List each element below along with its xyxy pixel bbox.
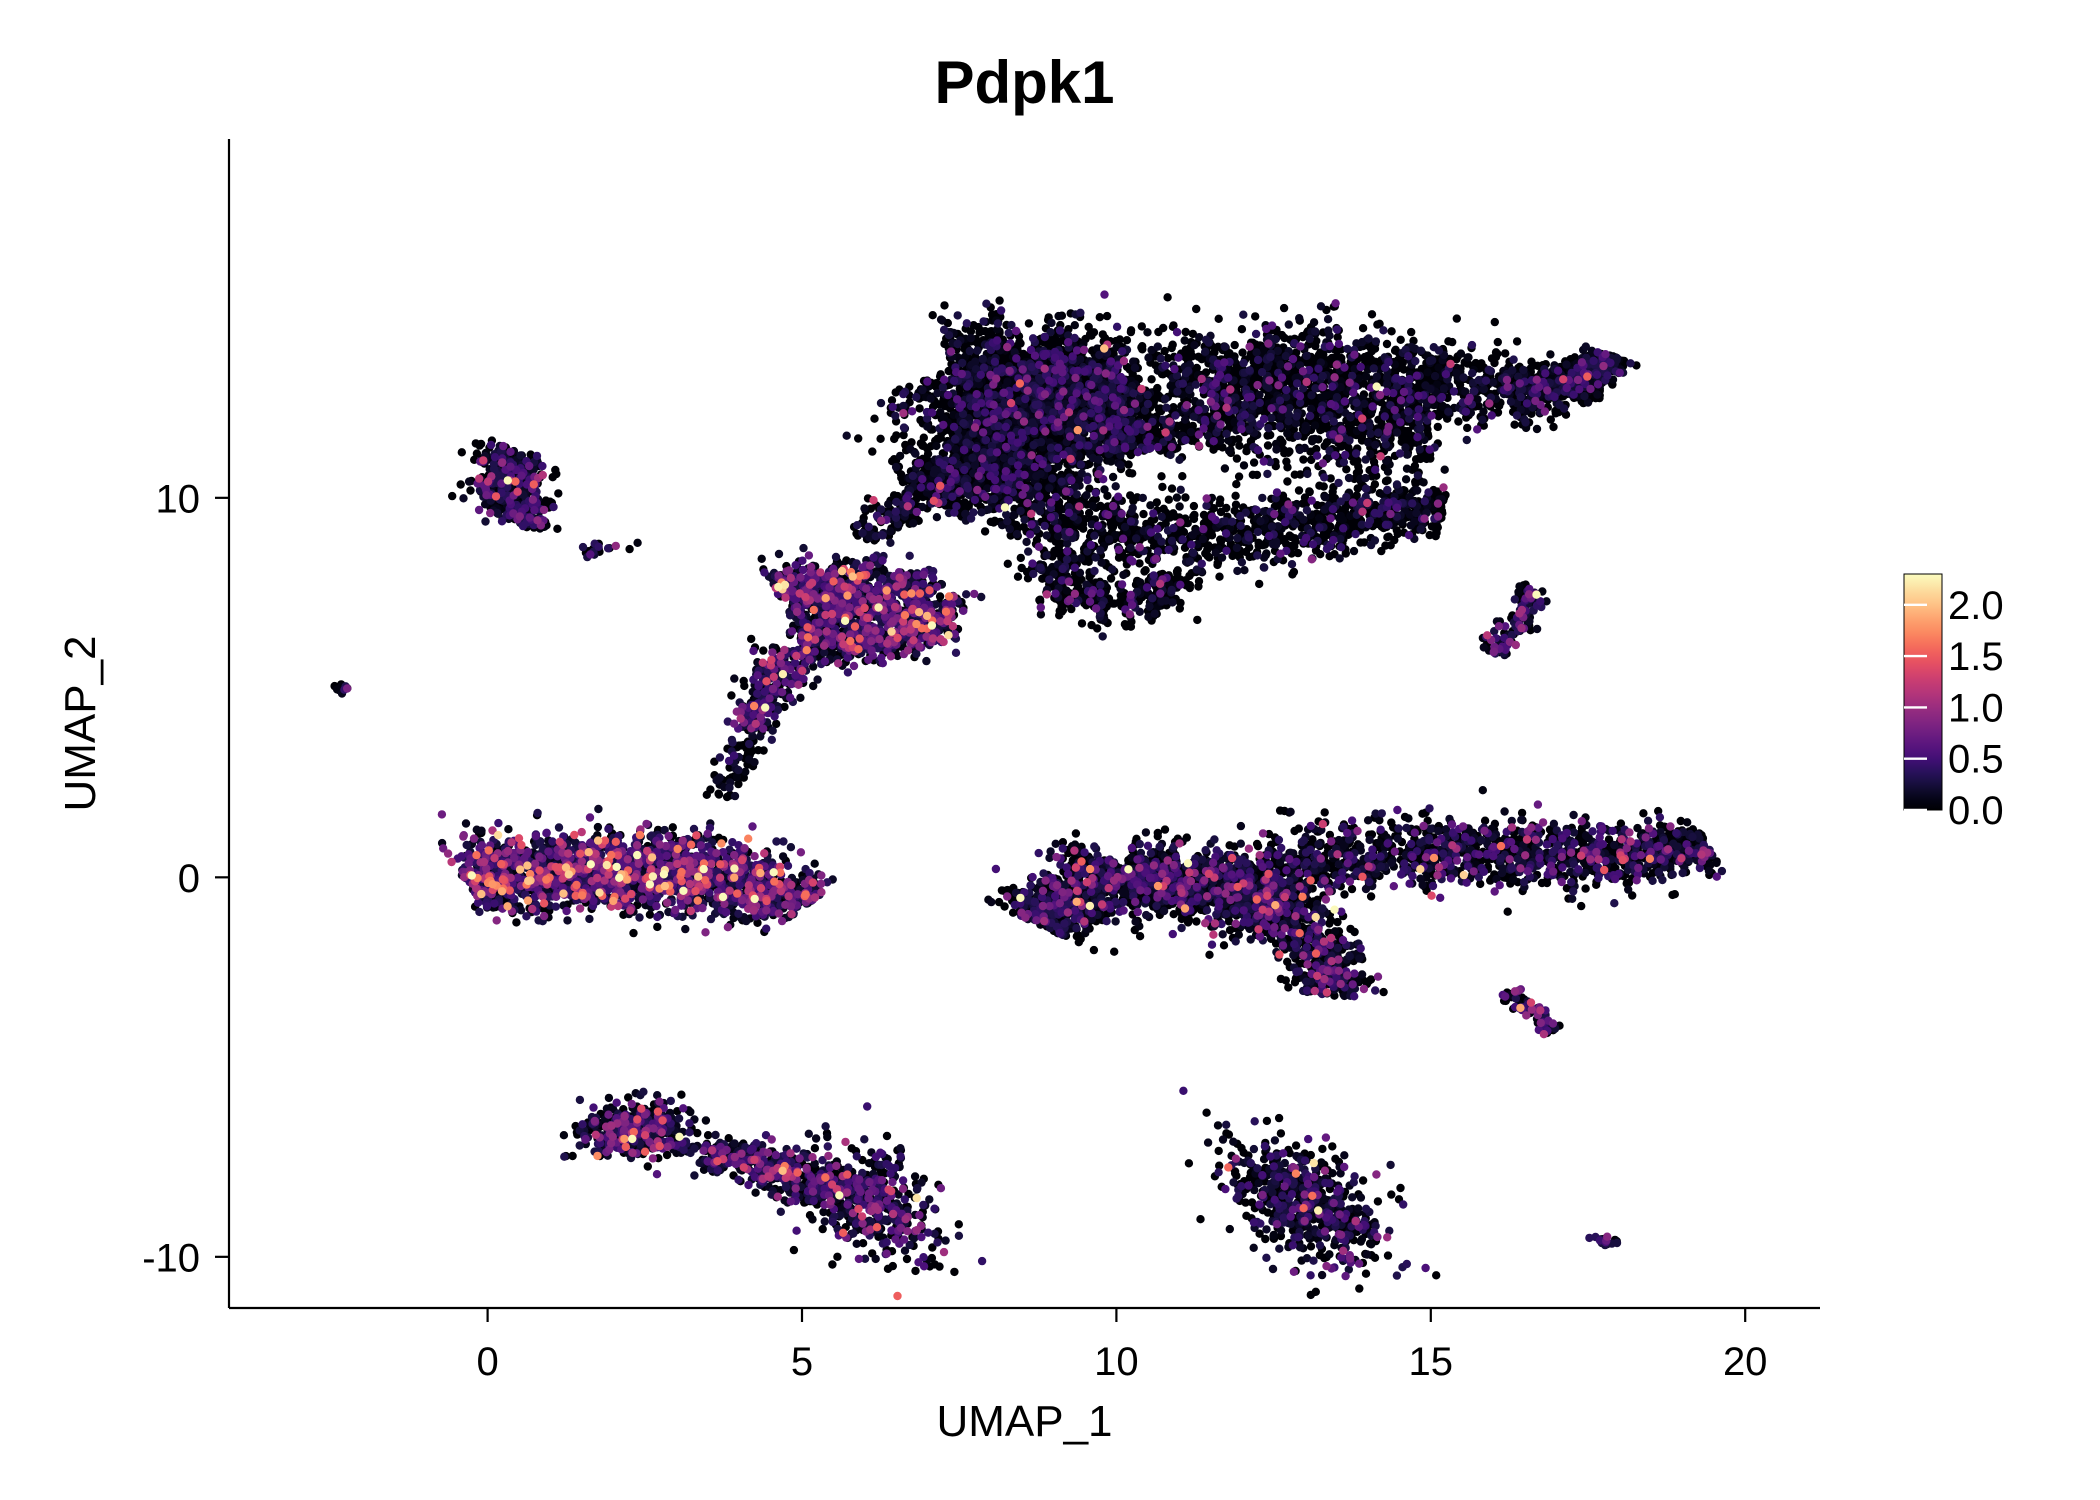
svg-text:20: 20 bbox=[1723, 1340, 1768, 1384]
svg-text:-10: -10 bbox=[142, 1237, 200, 1281]
svg-text:0: 0 bbox=[178, 857, 200, 901]
svg-text:1.5: 1.5 bbox=[1948, 635, 2004, 679]
svg-text:0.5: 0.5 bbox=[1948, 738, 2004, 782]
svg-text:10: 10 bbox=[156, 478, 201, 522]
svg-text:15: 15 bbox=[1409, 1340, 1454, 1384]
svg-text:0: 0 bbox=[476, 1340, 498, 1384]
svg-text:5: 5 bbox=[791, 1340, 813, 1384]
svg-text:10: 10 bbox=[1094, 1340, 1139, 1384]
svg-text:UMAP_2: UMAP_2 bbox=[56, 635, 105, 811]
svg-text:0.0: 0.0 bbox=[1948, 789, 2004, 833]
svg-text:Pdpk1: Pdpk1 bbox=[934, 49, 1114, 116]
svg-text:1.0: 1.0 bbox=[1948, 686, 2004, 730]
svg-text:UMAP_1: UMAP_1 bbox=[936, 1397, 1112, 1446]
svg-text:2.0: 2.0 bbox=[1948, 584, 2004, 628]
